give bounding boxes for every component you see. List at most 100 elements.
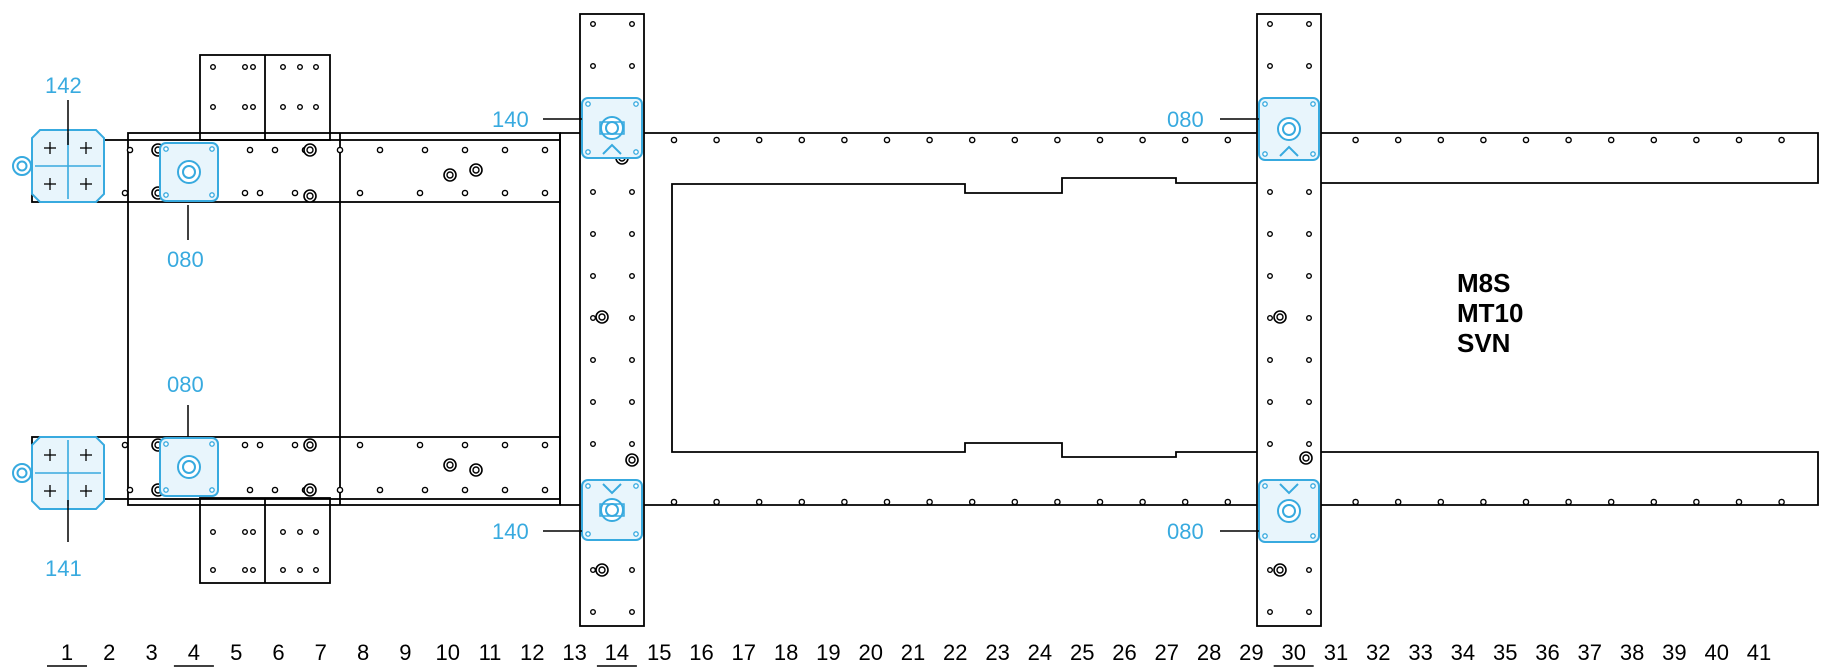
hole (1735, 136, 1743, 144)
hole (629, 609, 636, 616)
hole (121, 189, 129, 197)
position-label: 34 (1451, 640, 1475, 665)
hole (755, 498, 763, 506)
hole (590, 441, 597, 448)
hole (629, 188, 636, 195)
position-label: 23 (985, 640, 1009, 665)
callout-080-left-lower: 080 (167, 372, 204, 397)
hole (280, 529, 287, 536)
hole (280, 103, 287, 110)
hole (1693, 498, 1700, 506)
position-label: 30 (1281, 640, 1305, 665)
position-label: 19 (816, 640, 840, 665)
position-label: 28 (1197, 640, 1221, 665)
hole (1139, 136, 1146, 144)
hole (1437, 136, 1445, 144)
hole (1266, 357, 1273, 364)
hole (291, 441, 299, 449)
hole (590, 399, 597, 406)
hole (1305, 441, 1312, 448)
hole (1394, 498, 1402, 506)
hole (590, 567, 597, 574)
hole (590, 315, 597, 322)
hole (280, 567, 287, 574)
hole (1778, 498, 1785, 506)
hole (629, 273, 636, 280)
callout-080-left-upper: 080 (167, 247, 204, 272)
hole (590, 357, 597, 364)
hole (1607, 498, 1615, 506)
position-label: 16 (689, 640, 713, 665)
position-label: 38 (1620, 640, 1644, 665)
hole (629, 441, 636, 448)
position-label: 22 (943, 640, 967, 665)
hole (590, 273, 597, 280)
top-rail (560, 132, 1819, 506)
position-label: 3 (145, 640, 157, 665)
hole (1266, 188, 1273, 195)
hole (256, 189, 264, 197)
hole (291, 189, 299, 197)
position-label: 12 (520, 640, 544, 665)
hole (297, 103, 304, 110)
position-label: 37 (1578, 640, 1602, 665)
callout-080-right-bottom: 080 (1167, 519, 1204, 544)
bracket-080-right-top (1258, 97, 1320, 161)
hole (629, 567, 636, 574)
position-label: 18 (774, 640, 798, 665)
hole (249, 529, 256, 536)
position-label: 31 (1324, 640, 1348, 665)
hole (1394, 136, 1402, 144)
hole (1480, 498, 1487, 506)
bracket-slot (599, 121, 625, 135)
position-label: 6 (272, 640, 284, 665)
position-label: 4 (188, 640, 200, 665)
hole (1266, 315, 1273, 322)
hole (126, 486, 134, 494)
position-label: 11 (479, 640, 502, 665)
hole (590, 609, 597, 616)
position-label: 5 (230, 640, 242, 665)
bolt-hole-inner (472, 466, 480, 474)
hole (501, 189, 509, 197)
position-label: 7 (315, 640, 327, 665)
hole (1266, 273, 1273, 280)
hole (1266, 609, 1273, 616)
position-label: 25 (1070, 640, 1094, 665)
hole (1139, 498, 1146, 506)
hole (416, 441, 424, 449)
hole (249, 63, 256, 70)
hole (968, 498, 976, 506)
hole (249, 567, 256, 574)
hole (297, 567, 304, 574)
hole (541, 441, 549, 449)
hole (461, 441, 469, 449)
position-label: 1 (61, 640, 73, 665)
hole (1266, 567, 1273, 574)
callout-140-bottom: 140 (492, 519, 529, 544)
hole (629, 21, 636, 28)
position-label: 26 (1112, 640, 1136, 665)
position-label: 15 (647, 640, 671, 665)
callout-142: 142 (45, 73, 82, 98)
hole (209, 103, 216, 110)
bolt-hole-inner (472, 166, 480, 174)
callout-leaders (67, 100, 1259, 542)
position-label: 17 (732, 640, 756, 665)
hole (1011, 136, 1019, 144)
hole (280, 63, 287, 70)
model-label-1: M8S (1457, 268, 1510, 298)
position-label: 8 (357, 640, 369, 665)
hole (541, 146, 549, 154)
hole (1437, 498, 1445, 506)
bolt-hole-inner (598, 313, 606, 321)
hole (798, 136, 806, 144)
position-label: 2 (103, 640, 115, 665)
hole (1305, 357, 1312, 364)
hole (1224, 136, 1232, 144)
hole (313, 103, 320, 110)
hole-position-scale: 1 2 3 4 5 6 7 8 9 10 11 12 13 14 15 16 17 18 19 20 21 22 23 24 2… (47, 640, 1771, 667)
hole (541, 189, 549, 197)
hole (1224, 498, 1232, 506)
hole (421, 146, 429, 154)
